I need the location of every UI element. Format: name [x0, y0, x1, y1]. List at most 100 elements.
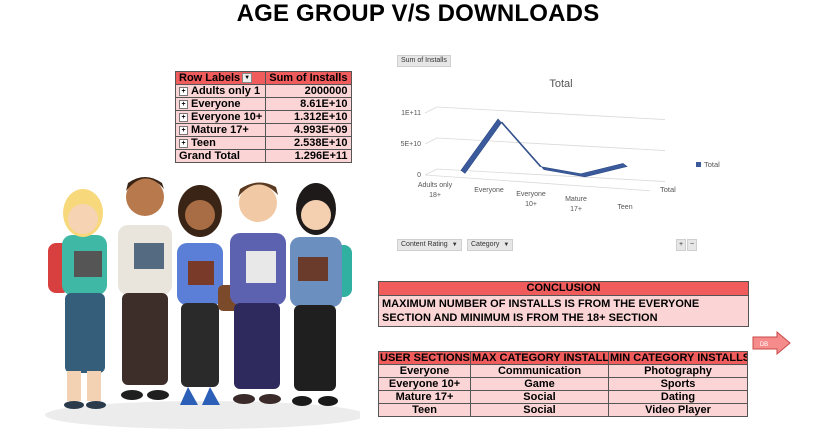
gridline	[436, 106, 666, 120]
gridline-depth	[424, 137, 438, 145]
expand-icon[interactable]: +	[179, 86, 188, 96]
pivot-row-label[interactable]: + Mature 17+	[174, 123, 267, 137]
filter-icon[interactable]: ▼	[242, 73, 253, 84]
grand-total-row: Grand Total 1.296E+11	[174, 149, 352, 163]
user-sections-header: USER SECTIONS	[378, 351, 471, 365]
min-category-cell: Video Player	[608, 403, 748, 417]
expand-icon[interactable]: +	[179, 138, 188, 148]
pivot-row-label[interactable]: + Adults only 1	[174, 84, 267, 98]
gridline-depth	[424, 106, 438, 114]
pivot-row-value: 8.61E+10	[265, 97, 352, 111]
collapse-field-button[interactable]: −	[687, 239, 698, 251]
grand-total-value: 1.296E+11	[265, 149, 352, 163]
conclusion-line-1: MAXIMUM NUMBER OF INSTALLS IS FROM THE E…	[382, 298, 700, 310]
min-category-header: MIN CATEGORY INSTALLS	[608, 351, 748, 365]
person-4	[230, 182, 286, 404]
series-ribbon	[460, 118, 628, 178]
x-tick-label: Everyone	[516, 191, 546, 198]
pivot-row: + Everyone 10+ 1.312E+10	[174, 110, 352, 124]
pivot-row-label[interactable]: + Everyone	[174, 97, 267, 111]
conclusion-heading: CONCLUSION	[379, 282, 748, 296]
people-illustration	[45, 177, 360, 429]
category-table: USER SECTIONS MAX CATEGORY INSTALLS MIN …	[378, 351, 748, 417]
legend-label: Total	[704, 160, 720, 169]
x-tick-label: Mature	[565, 196, 587, 203]
row-labels-header[interactable]: Row Labels ▼	[174, 71, 267, 85]
dropdown-arrow-icon[interactable]: ▼	[503, 242, 510, 248]
installs-chart[interactable]: Sum of Installs Total 0 5E+10 1E+11 Adults…	[395, 52, 735, 257]
expand-icon[interactable]: +	[179, 112, 188, 122]
row-labels-text: Row Labels	[179, 72, 241, 84]
user-section-cell: Everyone	[378, 364, 471, 378]
chart-title: Total	[549, 78, 572, 90]
dropdown-arrow-icon[interactable]: ▼	[451, 242, 458, 248]
person-2	[118, 177, 172, 400]
y-tick-label: 0	[417, 172, 421, 179]
sum-of-installs-header: Sum of Installs	[265, 71, 352, 85]
pivot-header-row: Row Labels ▼ Sum of Installs	[174, 71, 352, 85]
category-field-button[interactable]: Category ▼	[467, 239, 514, 251]
pivot-row-value: 4.993E+09	[265, 123, 352, 137]
category-header-row: USER SECTIONS MAX CATEGORY INSTALLS MIN …	[378, 351, 748, 365]
min-category-cell: Dating	[608, 390, 748, 404]
table-row: Teen Social Video Player	[378, 403, 748, 417]
expand-icon[interactable]: +	[179, 99, 188, 109]
pivot-row-label-text: Everyone 10+	[191, 111, 263, 123]
floor-edge	[424, 174, 651, 192]
page-title: AGE GROUP V/S DOWNLOADS	[236, 0, 600, 27]
pivot-row: + Adults only 1 2000000	[174, 84, 352, 98]
person-5	[290, 183, 352, 406]
x-tick-label: 17+	[570, 206, 582, 213]
max-category-header: MAX CATEGORY INSTALLS	[470, 351, 609, 365]
expand-field-button[interactable]: +	[676, 239, 687, 251]
conclusion-body: MAXIMUM NUMBER OF INSTALLS IS FROM THE E…	[379, 296, 748, 326]
pivot-table: Row Labels ▼ Sum of Installs + Adults only…	[174, 71, 352, 163]
series-points	[462, 120, 626, 176]
category-label: Category	[471, 241, 500, 248]
pivot-row-label-text: Teen	[191, 137, 216, 149]
grand-total-label: Grand Total	[174, 149, 267, 163]
pivot-row-value: 2.538E+10	[265, 136, 352, 150]
pivot-row-value: 2000000	[265, 84, 352, 98]
gridline	[436, 137, 666, 151]
table-row: Everyone Communication Photography	[378, 364, 748, 378]
series-line	[460, 118, 628, 178]
content-rating-label: Content Rating	[401, 241, 448, 248]
pivot-row-label[interactable]: + Teen	[174, 136, 267, 150]
pivot-row: + Everyone 8.61E+10	[174, 97, 352, 111]
chart-legend: Total	[696, 160, 720, 169]
expand-icon[interactable]: +	[179, 125, 188, 135]
pivot-row: + Teen 2.538E+10	[174, 136, 352, 150]
legend-swatch	[696, 162, 701, 167]
table-row: Mature 17+ Social Dating	[378, 390, 748, 404]
y-axis-ticks: 0 5E+10 1E+11	[401, 110, 422, 179]
conclusion-line-2: SECTION AND MINIMUM IS FROM THE 18+ SECT…	[382, 312, 658, 324]
pivot-row-label-text: Adults only 1	[191, 85, 261, 97]
pivot-row: + Mature 17+ 4.993E+09	[174, 123, 352, 137]
arrow-shape[interactable]: DB	[752, 331, 792, 355]
arrow-label: DB	[760, 342, 768, 348]
max-category-cell: Social	[470, 403, 609, 417]
max-category-cell: Communication	[470, 364, 609, 378]
x-tick-label: 10+	[525, 201, 537, 208]
x-axis-ticks: Adults only 18+ Everyone Everyone 10+ Mature 1…	[418, 182, 633, 213]
table-row: Everyone 10+ Game Sports	[378, 377, 748, 391]
user-section-cell: Everyone 10+	[378, 377, 471, 391]
user-section-cell: Mature 17+	[378, 390, 471, 404]
min-category-cell: Photography	[608, 364, 748, 378]
pivot-row-value: 1.312E+10	[265, 110, 352, 124]
min-category-cell: Sports	[608, 377, 748, 391]
chart-gridlines	[424, 106, 666, 192]
y-tick-label: 5E+10	[401, 141, 422, 148]
sum-of-installs-button[interactable]: Sum of Installs	[397, 55, 451, 67]
person-3	[177, 185, 240, 405]
depth-axis-label: Total	[660, 185, 676, 194]
person-1	[48, 189, 107, 409]
x-tick-label: Adults only	[418, 182, 453, 189]
max-category-cell: Game	[470, 377, 609, 391]
pivot-row-label[interactable]: + Everyone 10+	[174, 110, 267, 124]
x-tick-label: Everyone	[474, 187, 504, 194]
content-rating-field-button[interactable]: Content Rating ▼	[397, 239, 462, 251]
user-section-cell: Teen	[378, 403, 471, 417]
gridline-depth	[424, 168, 438, 176]
